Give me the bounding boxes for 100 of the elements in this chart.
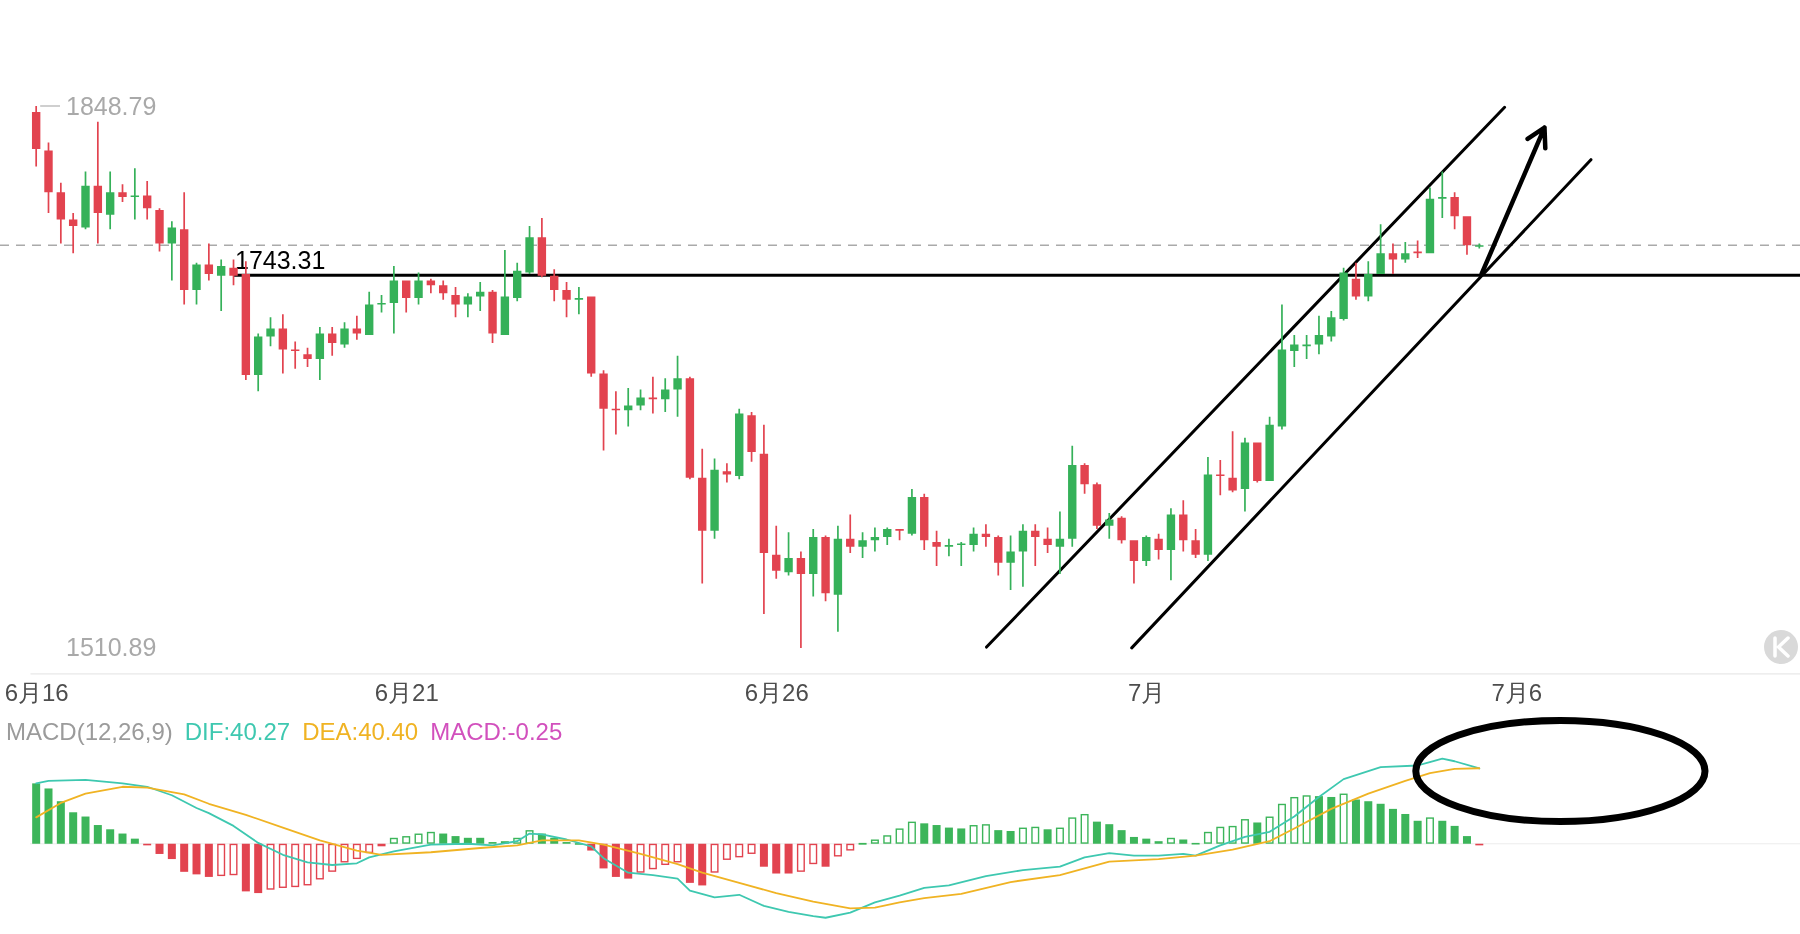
candlestick <box>1277 304 1287 430</box>
bar <box>1277 803 1286 844</box>
candlestick <box>969 527 978 552</box>
candlestick <box>1166 508 1176 581</box>
ref-line-label: 1743.31 <box>235 246 326 275</box>
candlestick <box>1438 171 1447 218</box>
candlestick <box>476 282 485 311</box>
candlestick <box>31 106 41 167</box>
bar <box>1154 841 1163 844</box>
bar <box>759 843 768 867</box>
bar <box>1179 839 1188 844</box>
y-tick-label: 1510.89 <box>66 633 157 662</box>
candlestick <box>266 317 275 347</box>
candlestick <box>1018 524 1028 587</box>
candlestick <box>1253 442 1262 483</box>
bar <box>1413 820 1422 844</box>
bar <box>229 843 238 876</box>
bar <box>895 828 904 844</box>
bar <box>821 843 830 867</box>
bar <box>525 830 534 844</box>
candlestick <box>1092 482 1102 530</box>
bar <box>118 833 127 844</box>
bar <box>1364 801 1373 844</box>
bar <box>56 801 65 844</box>
candlestick <box>1080 463 1089 494</box>
bar <box>920 823 929 844</box>
bar <box>1117 830 1126 844</box>
bar <box>402 836 411 844</box>
bar <box>1166 837 1175 844</box>
candlestick <box>1117 516 1126 544</box>
candlestick <box>611 391 621 435</box>
bar <box>1018 827 1027 844</box>
candlestick <box>56 182 66 244</box>
bar <box>1265 816 1274 844</box>
bar <box>648 843 657 870</box>
bar <box>278 843 287 888</box>
candlestick <box>1351 262 1361 300</box>
candlestick <box>1142 535 1151 566</box>
candlestick <box>624 387 633 427</box>
candlestick <box>402 280 411 313</box>
candlestick <box>463 293 473 318</box>
candlestick <box>426 278 436 294</box>
candlestick <box>1240 437 1250 512</box>
bar <box>1327 796 1336 844</box>
candlestick <box>1055 511 1065 574</box>
candlestick <box>389 266 399 334</box>
candlestick <box>599 370 608 451</box>
bar <box>167 843 176 860</box>
text: MACD:-0.25 <box>430 718 563 745</box>
bar <box>957 828 966 844</box>
bar <box>315 843 324 880</box>
candlestick <box>636 389 645 411</box>
bar <box>1203 831 1212 844</box>
bar <box>389 837 398 844</box>
bar <box>1080 813 1089 844</box>
bar <box>1450 825 1459 844</box>
candlestick <box>710 458 719 539</box>
candlestick <box>772 525 781 579</box>
candlestick <box>1376 224 1385 275</box>
bar <box>414 833 423 844</box>
candlestick <box>105 171 115 230</box>
bar <box>513 837 522 844</box>
x-tick-label: 6月26 <box>744 679 809 707</box>
candlestick <box>278 314 288 374</box>
candlestick <box>550 269 559 302</box>
bar <box>69 812 78 844</box>
candlestick <box>68 213 78 254</box>
bar <box>1401 813 1410 844</box>
bar <box>340 843 349 863</box>
bar <box>833 843 842 857</box>
candlestick <box>365 291 374 335</box>
bar <box>1129 836 1138 844</box>
bar <box>241 843 250 892</box>
y-tick-label: 1848.79 <box>66 91 157 120</box>
bar <box>1302 795 1311 844</box>
candlestick <box>81 171 90 230</box>
bar <box>772 843 781 874</box>
bar <box>784 843 793 874</box>
candlestick <box>858 532 867 558</box>
candlestick <box>796 551 806 648</box>
bar <box>1376 803 1385 844</box>
candlestick <box>525 225 534 275</box>
candlestick <box>1191 529 1200 558</box>
bar <box>710 843 719 873</box>
bar <box>365 843 374 854</box>
bar <box>426 831 435 844</box>
candlestick <box>562 282 571 318</box>
bar <box>994 830 1003 844</box>
bar <box>1228 825 1237 844</box>
candlestick <box>648 376 658 414</box>
bar <box>870 839 879 844</box>
candlestick <box>439 280 448 300</box>
bar <box>1462 836 1471 844</box>
text: DEA:40.40 <box>302 718 419 745</box>
bar <box>981 824 990 844</box>
text: DIF:40.27 <box>184 718 291 745</box>
candlestick <box>500 250 510 335</box>
bar <box>1388 808 1397 844</box>
x-tick-label: 6月21 <box>374 679 439 707</box>
candlestick <box>1314 315 1324 355</box>
